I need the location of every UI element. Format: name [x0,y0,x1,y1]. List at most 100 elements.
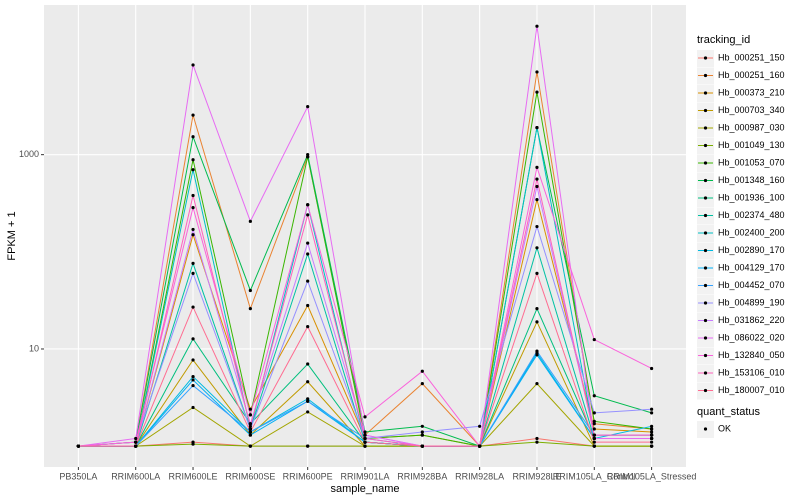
x-tick-label: RRIM105LA_Control [553,471,636,481]
data-point [191,227,195,232]
data-point [248,307,252,311]
data-point [535,24,539,28]
data-point [248,433,252,437]
legend-point [703,143,708,148]
legend-point [703,371,708,375]
data-point [478,444,482,448]
data-point [248,219,252,223]
data-point [592,337,596,342]
legend-point [703,73,708,78]
legend-title: tracking_id [697,34,750,46]
data-point [363,440,367,444]
data-point [420,369,424,373]
data-point [592,419,596,423]
legend-point [703,266,708,270]
data-point [363,436,367,441]
legend-label: Hb_000703_340 [718,105,785,115]
data-point [363,415,367,419]
data-point [306,410,310,414]
data-point [306,324,310,329]
data-point [650,433,654,437]
legend-point [703,196,708,200]
data-point [248,444,252,448]
legend-label: Hb_001936_100 [718,192,785,202]
data-point [191,135,195,139]
data-point [306,203,310,207]
data-point [191,271,195,275]
data-point [535,184,539,189]
data-point [478,424,482,428]
legend-label: Hb_000251_160 [718,70,785,80]
data-point [535,246,539,250]
data-point [306,362,310,366]
x-tick-label: RRIM928LA [455,471,504,481]
data-point [306,252,310,256]
data-point [248,422,252,426]
data-point [248,407,252,411]
data-point [191,305,195,309]
data-point [535,440,539,444]
legend-point [703,301,708,305]
data-point [306,397,310,401]
data-point [592,433,596,437]
data-point [306,279,310,283]
legend-point [703,388,708,393]
legend-label: Hb_000251_150 [718,52,785,62]
legend-label: Hb_004452_070 [718,280,785,290]
data-point [134,444,138,448]
data-point [592,427,596,431]
legend-point [703,427,708,431]
data-point [650,444,654,448]
data-point [191,158,195,162]
data-point [535,177,539,181]
data-point [191,442,195,446]
legend-point [703,231,708,235]
legend-point [703,283,708,288]
data-point [535,349,539,353]
legend-point [703,248,708,253]
legend-label: Hb_001053_070 [718,157,785,167]
data-point [306,105,310,109]
x-axis-title: sample_name [330,483,399,495]
legend-point [703,353,708,358]
data-point [592,440,596,444]
legend-label: Hb_004899_190 [718,297,785,307]
data-point [650,366,654,371]
data-point [191,63,195,67]
data-point [248,413,252,417]
data-point [191,337,195,341]
data-point [191,405,195,410]
data-point [191,383,195,388]
data-point [306,213,310,217]
data-point [535,353,539,357]
legend-label: Hb_002400_200 [718,227,785,237]
data-point [191,113,195,117]
data-point [420,424,424,428]
data-point [650,436,654,441]
data-point [650,427,654,431]
legend-point [703,56,708,60]
legend-label: OK [718,423,731,433]
data-point [535,224,539,229]
x-tick-label: PB350LA [59,471,97,481]
data-point [535,307,539,311]
data-point [592,436,596,441]
data-point [650,411,654,415]
data-point [592,394,596,398]
data-point [191,168,195,172]
legend-point [703,318,708,323]
data-point [306,444,310,448]
legend-point [703,126,708,130]
data-point [650,430,654,434]
data-point [420,444,424,448]
data-point [363,433,367,437]
data-point [535,271,539,275]
data-point [191,374,195,379]
legend-label: Hb_000373_210 [718,87,785,97]
data-point [134,436,138,441]
legend-point [703,213,708,218]
data-point [535,70,539,74]
data-point [535,320,539,324]
data-point [650,440,654,444]
